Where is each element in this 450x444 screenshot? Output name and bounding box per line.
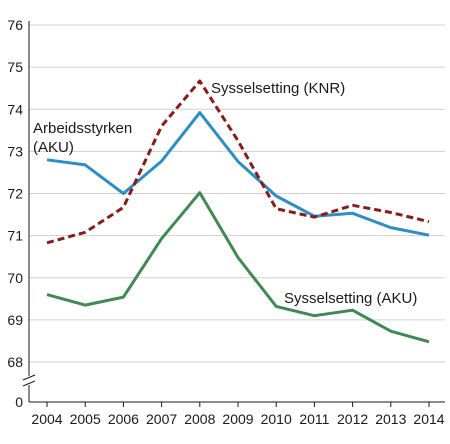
x-tick-label: 2004 bbox=[31, 411, 62, 427]
series-label-sysselsetting-knr: Sysselsetting (KNR) bbox=[211, 80, 345, 97]
y-tick-label: 73 bbox=[7, 143, 23, 159]
y-tick-label: 68 bbox=[7, 354, 23, 370]
series-line-arbeidsstyrken-aku bbox=[46, 111, 430, 237]
y-tick-label: 69 bbox=[7, 312, 23, 328]
x-tick-label: 2013 bbox=[375, 411, 406, 427]
series-label-arbeidsstyrken-aku: (AKU) bbox=[33, 139, 74, 156]
x-tick-label: 2005 bbox=[70, 411, 101, 427]
series-label-arbeidsstyrken-aku: Arbeidsstyrken bbox=[33, 120, 132, 137]
series-annotations: Arbeidsstyrken (AKU) Sysselsetting (KNR) Sy… bbox=[33, 80, 417, 307]
x-tick-label: 2006 bbox=[108, 411, 139, 427]
series-label-sysselsetting-aku: Sysselsetting (AKU) bbox=[284, 290, 417, 307]
y-tick-label-zero: 0 bbox=[15, 394, 23, 410]
y-tick-label: 75 bbox=[7, 59, 23, 75]
y-tick-label: 70 bbox=[7, 270, 23, 286]
x-tick-label: 2009 bbox=[222, 411, 253, 427]
axis-break-gap bbox=[24, 376, 34, 385]
axes bbox=[22, 21, 445, 407]
series-line-sysselsetting-knr bbox=[46, 79, 430, 245]
series-line-sysselsetting-aku bbox=[46, 191, 430, 344]
x-tick-label: 2008 bbox=[184, 411, 215, 427]
x-tick-label: 2014 bbox=[413, 411, 444, 427]
y-tick-label: 76 bbox=[7, 17, 23, 33]
y-tick-label: 74 bbox=[7, 101, 23, 117]
x-tick-label: 2010 bbox=[261, 411, 292, 427]
y-tick-label: 72 bbox=[7, 186, 23, 202]
series-lines bbox=[46, 79, 430, 344]
x-tick-label: 2007 bbox=[146, 411, 177, 427]
y-tick-label: 71 bbox=[7, 228, 23, 244]
x-tick-label: 2012 bbox=[337, 411, 368, 427]
gridlines bbox=[29, 24, 445, 363]
axis-break-mark bbox=[22, 380, 36, 387]
x-tick-label: 2011 bbox=[299, 411, 329, 427]
tick-labels: 68 69 70 71 72 73 74 75 76 0 2004 2005 2006 2007 2008 2… bbox=[7, 17, 444, 427]
axis-break-mark bbox=[22, 374, 36, 381]
